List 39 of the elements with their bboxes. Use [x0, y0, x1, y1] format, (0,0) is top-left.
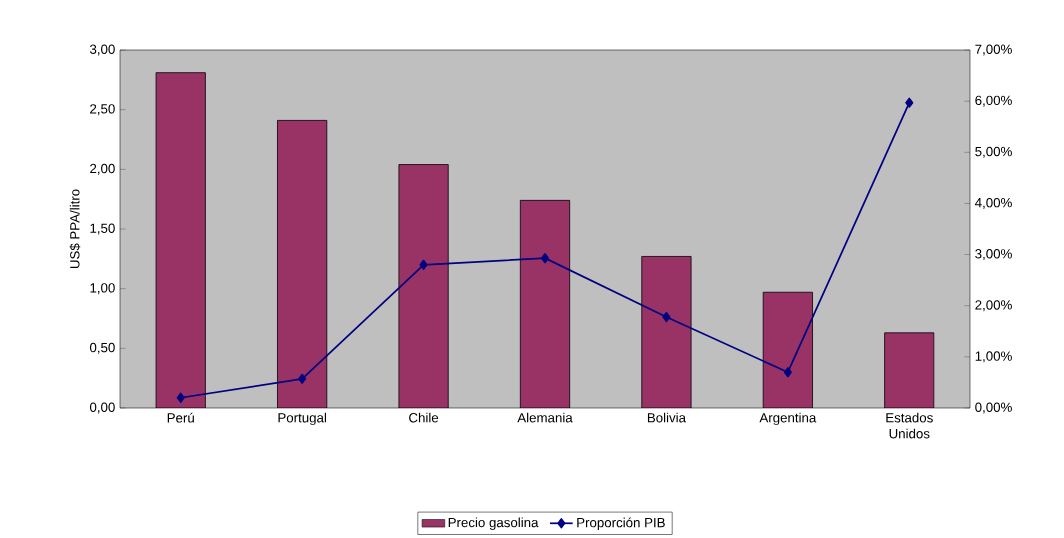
y-tick-label: 0,00: [89, 402, 115, 414]
point: [419, 259, 428, 270]
y2-tick-label: 3,00%: [975, 249, 1012, 261]
y2-tick-label: 0,00%: [975, 402, 1012, 414]
x-tick-label: Alemania: [517, 412, 573, 423]
y-tick-label: 0,50: [89, 342, 115, 354]
bar: [641, 256, 692, 408]
bar: [398, 164, 449, 408]
y-tick-label: 1,00: [90, 283, 115, 295]
y2-tick-label: 6,00%: [975, 95, 1012, 107]
x-tick-label: Argentina: [759, 412, 817, 426]
y-tick-label: 3,00: [89, 44, 115, 56]
point: [662, 311, 671, 323]
y-tick-label: 1,50: [90, 223, 115, 235]
y2-tick-label: 5,00%: [975, 146, 1012, 158]
point: [298, 373, 307, 384]
y-axis-title: US$ PPA/litro: [69, 189, 81, 269]
legend-label: Precio gasolina: [448, 517, 539, 530]
x-tick-label: Bolivia: [647, 412, 686, 423]
y-tick-label: 2,00: [90, 163, 115, 175]
bar: [762, 291, 813, 408]
y2-tick-label: 4,00%: [975, 197, 1012, 209]
bar: [277, 120, 328, 408]
y2-tick-label: 1,00%: [975, 351, 1012, 363]
x-tick-label: Estados Unidos: [886, 412, 933, 439]
legend-label: Proporción PIB: [577, 517, 665, 530]
point: [176, 392, 185, 403]
bar: [155, 72, 206, 408]
y2-tick-label: 2,00%: [975, 300, 1012, 312]
point: [540, 253, 550, 264]
point: [783, 367, 792, 378]
x-tick-label: Perú: [167, 412, 194, 423]
point: [905, 97, 914, 108]
x-tick-label: Chile: [409, 412, 439, 423]
bar: [519, 199, 571, 408]
y2-tick-label: 7,00%: [975, 44, 1012, 56]
bar: [884, 332, 935, 408]
x-tick-label: Portugal: [278, 412, 326, 426]
y-tick-label: 2,50: [90, 104, 115, 116]
